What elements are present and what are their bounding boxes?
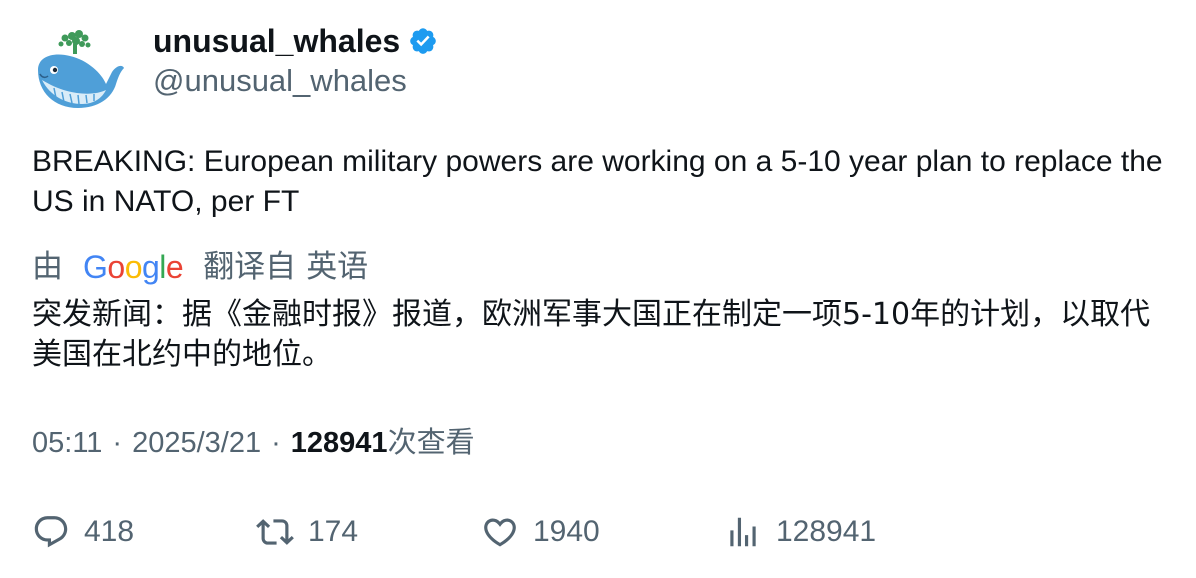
like-button[interactable]: 1940	[481, 510, 600, 554]
meta-separator: ·	[271, 427, 281, 459]
views-label: 次查看	[387, 427, 475, 459]
author-handle[interactable]: @unusual_whales	[153, 63, 407, 98]
retweet-count: 174	[308, 515, 359, 548]
views-action-count: 128941	[776, 515, 877, 548]
translation-attribution[interactable]: 由 Google 翻译自 英语	[32, 246, 368, 288]
tweet-date[interactable]: 2025/3/21	[132, 427, 262, 459]
translation-from-label: 翻译自	[203, 249, 297, 284]
whale-avatar-icon	[38, 30, 124, 108]
translated-text: 突发新闻：据《金融时报》报道，欧洲军事大国正在制定一项5-10年的计划，以取代美…	[32, 297, 1151, 372]
author-display-name[interactable]: unusual_whales	[153, 23, 401, 59]
tweet-time[interactable]: 05:11	[32, 427, 103, 459]
like-count: 1940	[533, 515, 600, 548]
action-bar: 418 174 1940 128941	[32, 510, 1172, 554]
like-icon	[484, 518, 516, 547]
author-name-row: unusual_whales	[153, 22, 438, 60]
retweet-icon	[256, 519, 294, 545]
views-button[interactable]: 128941	[724, 510, 876, 554]
reply-icon	[34, 516, 68, 548]
tweet-text: BREAKING: European military powers are w…	[32, 145, 1163, 218]
tweet-meta: 05:11 · 2025/3/21 · 128941 次查看	[32, 423, 475, 463]
views-count: 128941	[290, 427, 388, 459]
translation-source-language: 英语	[306, 249, 369, 284]
reply-count: 418	[84, 515, 135, 548]
verified-badge-icon	[410, 28, 436, 54]
reply-button[interactable]: 418	[32, 510, 134, 554]
retweet-button[interactable]: 174	[256, 510, 358, 554]
meta-separator: ·	[112, 427, 123, 459]
views-icon	[730, 517, 756, 547]
google-logo: Google	[83, 249, 184, 285]
translation-by-label: 由	[32, 249, 63, 284]
avatar[interactable]	[32, 26, 126, 112]
